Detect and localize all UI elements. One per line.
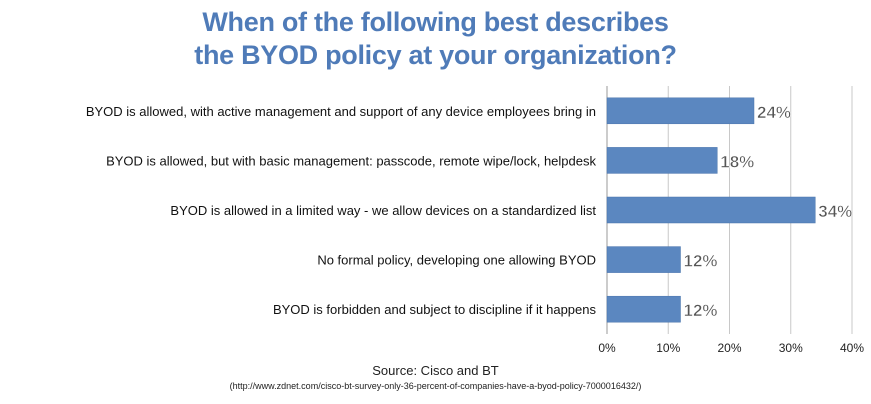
category-label: BYOD is allowed, with active management … [86,104,596,119]
x-tick-label: 10% [656,341,680,355]
chart-title-line-1: When of the following best describes [202,7,669,37]
x-tick-labels: 0% 10% 20% 30% 40% [598,341,864,355]
source-text: Source: Cisco and BT [372,363,499,378]
chart-title-line-2: the BYOD policy at your organization? [194,40,677,70]
bar [606,246,681,273]
category-label: No formal policy, developing one allowin… [317,253,596,268]
bar [606,295,681,323]
value-label: 34% [818,202,852,221]
x-tick-label: 40% [840,341,864,355]
value-labels: 24% 18% 34% 12% 12% [683,103,852,321]
chart-title: When of the following best describes the… [0,6,871,72]
bar [606,97,755,125]
bars [606,97,816,323]
bar [606,196,816,224]
category-labels: BYOD is allowed, with active management … [86,104,597,317]
category-label: BYOD is forbidden and subject to discipl… [273,302,597,317]
x-tick-label: 30% [779,341,803,355]
category-label: BYOD is allowed in a limited way - we al… [170,203,596,218]
category-label: BYOD is allowed, but with basic manageme… [106,153,596,168]
value-label: 12% [684,252,718,271]
x-tick-label: 0% [598,341,616,355]
x-tick-label: 20% [717,341,741,355]
value-label: 12% [684,301,718,320]
source-url: (http://www.zdnet.com/cisco-bt-survey-on… [229,381,642,391]
value-label: 18% [720,152,754,171]
value-label: 24% [757,103,791,122]
bar [606,147,718,174]
